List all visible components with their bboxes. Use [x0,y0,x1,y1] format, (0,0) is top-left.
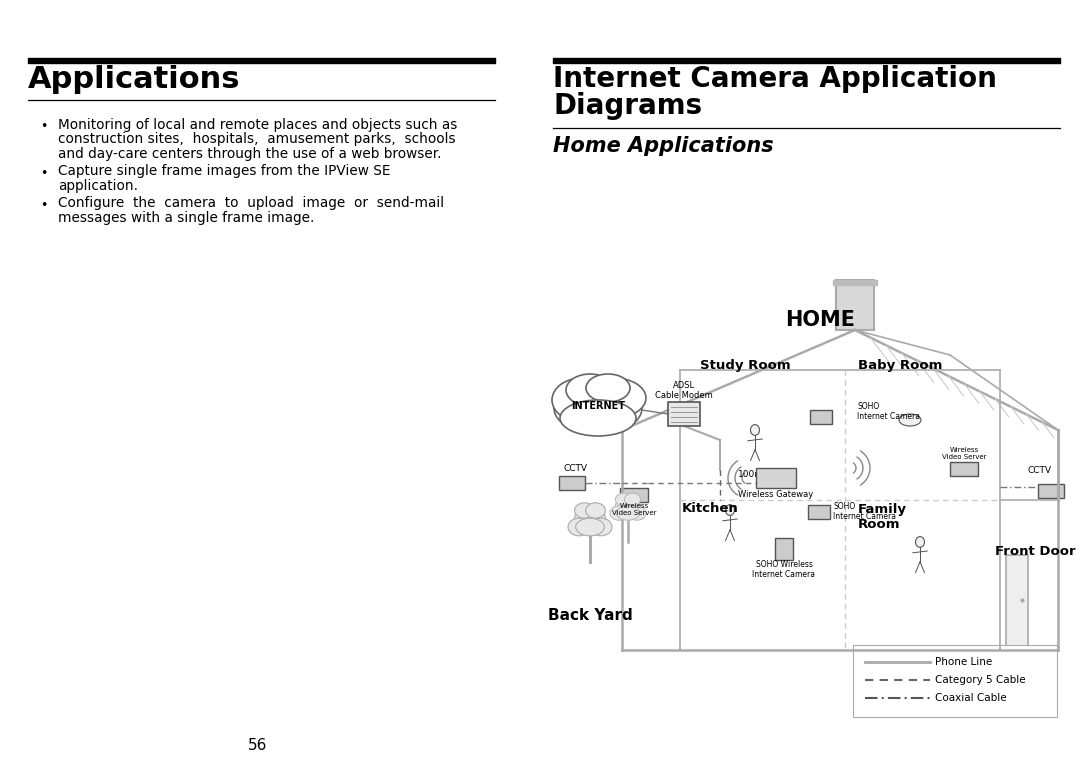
FancyBboxPatch shape [1005,555,1028,650]
Ellipse shape [617,506,639,520]
Text: Category 5 Cable: Category 5 Cable [935,675,1026,685]
Text: Diagrams: Diagrams [553,92,702,120]
FancyBboxPatch shape [775,538,793,560]
Text: •: • [40,166,48,179]
Ellipse shape [726,504,734,515]
Text: application.: application. [58,179,138,193]
Text: •: • [40,120,48,133]
Text: Study Room: Study Room [700,359,791,372]
Ellipse shape [561,400,636,436]
Ellipse shape [566,374,615,406]
Text: Baby Room: Baby Room [858,359,943,372]
FancyBboxPatch shape [808,505,831,519]
Text: 56: 56 [248,738,268,753]
Ellipse shape [576,518,605,536]
Ellipse shape [916,536,924,547]
Text: Kitchen: Kitchen [681,502,739,515]
FancyBboxPatch shape [559,476,585,490]
Text: Phone Line: Phone Line [935,657,993,667]
FancyBboxPatch shape [950,462,978,476]
Ellipse shape [899,414,921,426]
Ellipse shape [590,518,612,536]
Ellipse shape [616,493,632,506]
FancyBboxPatch shape [810,410,832,424]
Text: Capture single frame images from the IPView SE: Capture single frame images from the IPV… [58,165,391,179]
Text: SOHO Wireless
Internet Camera: SOHO Wireless Internet Camera [753,560,815,579]
Text: Home Applications: Home Applications [553,136,773,156]
Ellipse shape [616,497,640,515]
Text: Family
Room: Family Room [858,503,907,531]
Ellipse shape [554,382,642,434]
Ellipse shape [582,378,646,418]
Text: Coaxial Cable: Coaxial Cable [935,693,1007,703]
FancyBboxPatch shape [620,488,648,502]
FancyBboxPatch shape [853,645,1057,717]
Text: •: • [40,198,48,211]
Text: messages with a single frame image.: messages with a single frame image. [58,211,314,225]
FancyBboxPatch shape [669,402,700,426]
Text: SOHO
Internet Camera: SOHO Internet Camera [833,502,896,521]
FancyBboxPatch shape [836,280,874,330]
Text: Configure  the  camera  to  upload  image  or  send-mail: Configure the camera to upload image or … [58,197,444,211]
Text: Wireless
Video Server: Wireless Video Server [942,447,986,460]
Ellipse shape [575,507,606,530]
Ellipse shape [568,518,590,536]
Ellipse shape [552,378,612,422]
Ellipse shape [610,506,627,520]
Ellipse shape [627,506,646,520]
Ellipse shape [624,493,640,506]
Text: construction sites,  hospitals,  amusement parks,  schools: construction sites, hospitals, amusement… [58,133,456,146]
Text: CCTV: CCTV [1028,466,1052,475]
FancyBboxPatch shape [756,468,796,488]
Text: Back Yard: Back Yard [548,608,633,623]
Text: Applications: Applications [28,65,241,94]
Text: Monitoring of local and remote places and objects such as: Monitoring of local and remote places an… [58,118,457,132]
Text: Front Door: Front Door [995,545,1076,558]
Ellipse shape [585,503,606,518]
Ellipse shape [575,503,594,518]
Text: 100m: 100m [738,470,764,479]
Text: INTERNET: INTERNET [571,401,625,411]
Text: ADSL
Cable Modem: ADSL Cable Modem [656,381,713,400]
Ellipse shape [751,424,759,436]
Text: Wireless Gateway: Wireless Gateway [739,490,813,499]
Text: and day-care centers through the use of a web browser.: and day-care centers through the use of … [58,147,442,161]
Text: SOHO
Internet Camera: SOHO Internet Camera [858,402,920,421]
Text: CCTV: CCTV [563,464,588,473]
FancyBboxPatch shape [1038,484,1064,498]
Ellipse shape [586,374,630,402]
Text: Internet Camera Application: Internet Camera Application [553,65,997,93]
Text: Wireless
Video Server: Wireless Video Server [611,503,657,516]
Text: HOME: HOME [785,310,855,330]
